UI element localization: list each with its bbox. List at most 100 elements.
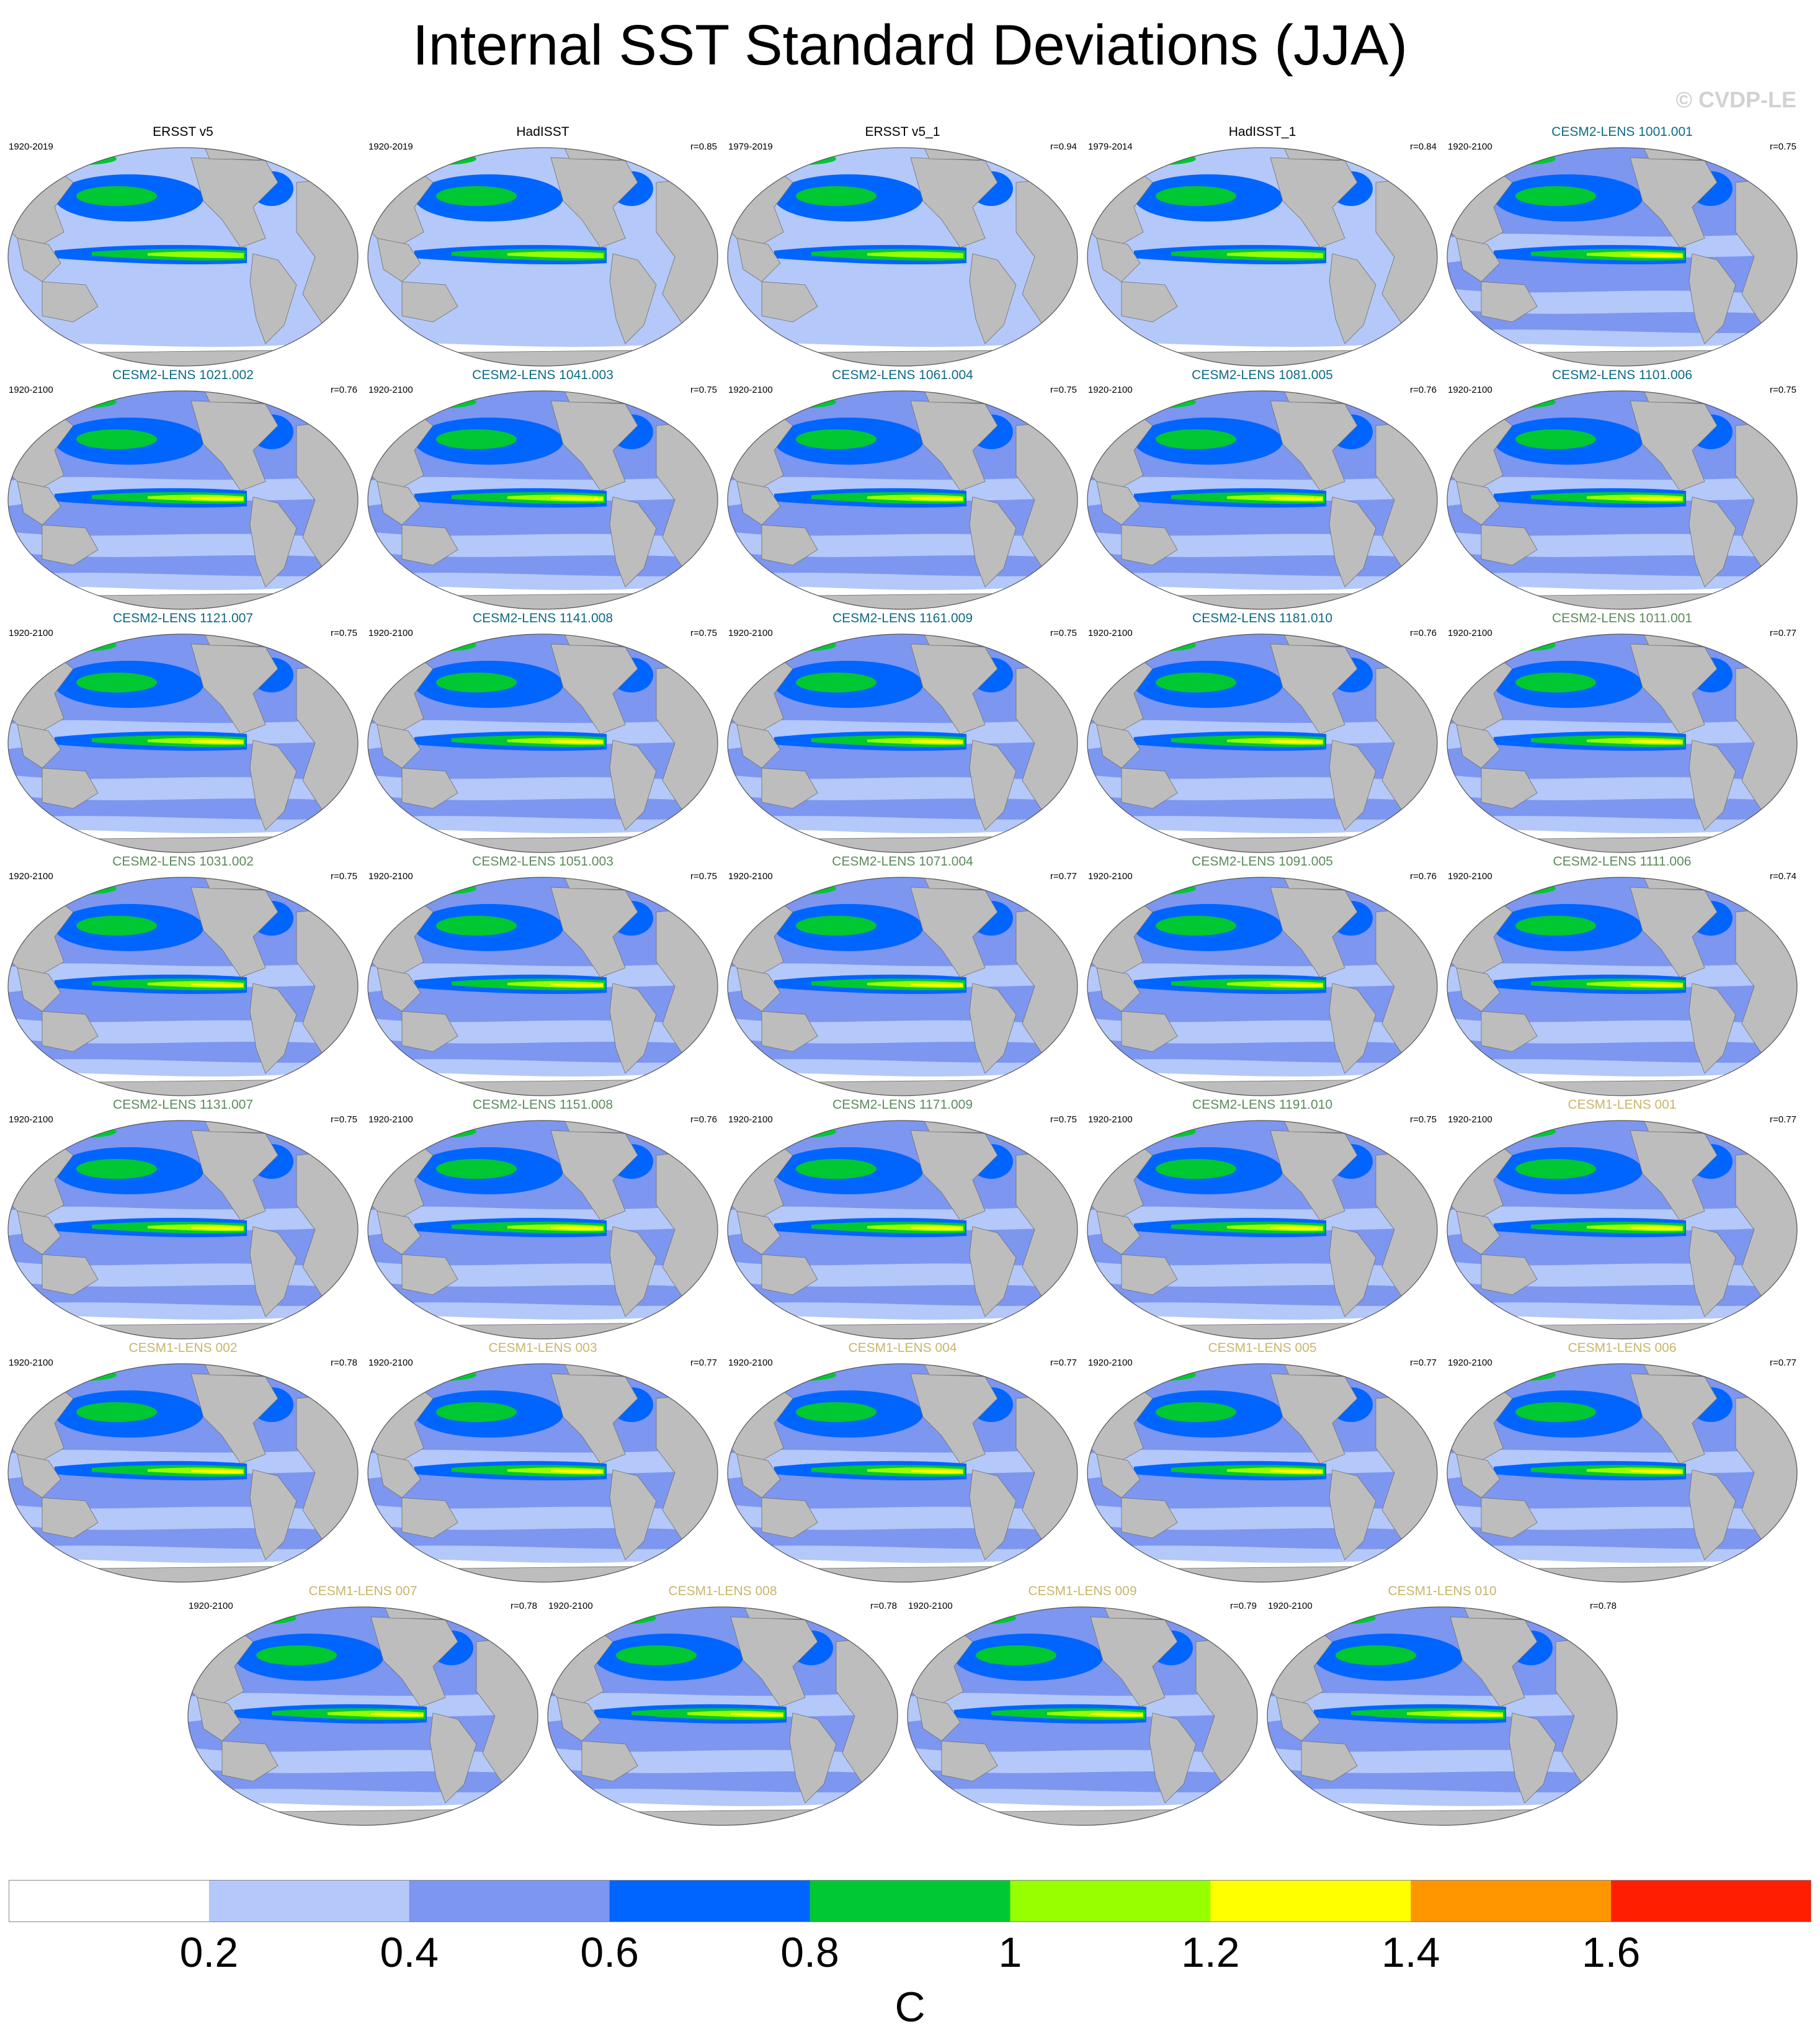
panel-title: CESM2-LENS 1171.009 [832,1098,973,1112]
panel-pattern-correlation: r=0.76 [331,385,357,395]
panel-title: CESM1-LENS 004 [848,1341,957,1355]
map-panel: CESM2-LENS 1151.008 1920-2100 r=0.76 [365,1097,721,1344]
panel-title: CESM1-LENS 005 [1208,1341,1317,1355]
colorbar-swatch [409,1880,610,1922]
map-panel: HadISST 1920-2019 r=0.85 [365,124,721,371]
map-panel: CESM1-LENS 005 1920-2100 r=0.77 [1084,1340,1440,1587]
map-panel: CESM1-LENS 006 1920-2100 r=0.77 [1444,1340,1800,1587]
panel-pattern-correlation: r=0.76 [690,1114,717,1125]
colorbar-units: C [894,1984,926,2031]
world-map [1267,1606,1618,1826]
world-map [1087,633,1438,853]
panel-years: 1979-2014 [1088,141,1133,152]
map-panel: CESM2-LENS 1091.005 1920-2100 r=0.76 [1084,854,1440,1101]
world-map [1447,633,1798,853]
panel-pattern-correlation: r=0.77 [1050,871,1077,882]
panel-title: CESM1-LENS 008 [668,1584,777,1598]
panel-title: CESM2-LENS 1081.005 [1192,368,1333,382]
map-panel: CESM2-LENS 1061.004 1920-2100 r=0.75 [725,367,1081,614]
map-panel: CESM1-LENS 001 1920-2100 r=0.77 [1444,1097,1800,1344]
panel-years: 1920-2100 [1448,385,1492,395]
colorbar-tick-label: 1.4 [1381,1929,1440,1976]
map-panel: CESM2-LENS 1081.005 1920-2100 r=0.76 [1084,367,1440,614]
panel-title: CESM2-LENS 1031.002 [112,854,254,869]
panel-pattern-correlation: r=0.76 [1410,871,1437,882]
world-map [1087,877,1438,1096]
world-map [727,147,1078,367]
world-map [7,1363,359,1583]
panel-years: 1920-2100 [9,1114,53,1125]
world-map [187,1606,538,1826]
world-map [7,633,359,853]
panel-years: 1920-2100 [1088,628,1133,638]
colorbar-swatch [1010,1880,1211,1922]
credit-watermark: © CVDP-LE [1675,87,1796,112]
panel-title: CESM1-LENS 006 [1568,1341,1677,1355]
panel-pattern-correlation: r=0.79 [1230,1601,1257,1611]
world-map [1447,1363,1798,1583]
panel-years: 1979-2019 [728,141,773,152]
panel-years: 1920-2100 [1448,628,1492,638]
panel-title: CESM2-LENS 1121.007 [112,611,254,625]
world-map [7,1120,359,1340]
panel-years: 1920-2019 [9,141,53,152]
panel-years: 1920-2100 [9,385,53,395]
panel-years: 1920-2100 [728,1358,773,1368]
colorbar-swatch [810,1880,1010,1922]
panel-pattern-correlation: r=0.78 [331,1358,357,1368]
panel-pattern-correlation: r=0.76 [1410,385,1437,395]
world-map [367,390,718,610]
colorbar-swatch [1411,1880,1612,1922]
map-panel: CESM2-LENS 1131.007 1920-2100 r=0.75 [5,1097,361,1344]
map-panel: CESM1-LENS 008 1920-2100 r=0.78 [545,1583,901,1830]
colorbar-tick-label: 1 [998,1929,1022,1976]
panel-title: CESM1-LENS 010 [1388,1584,1497,1598]
world-map [727,1120,1078,1340]
map-panel: CESM1-LENS 009 1920-2100 r=0.79 [904,1583,1260,1830]
map-panel: CESM2-LENS 1111.006 1920-2100 r=0.74 [1444,854,1800,1101]
panel-years: 1920-2100 [1448,1114,1492,1125]
panel-title: CESM2-LENS 1161.009 [832,611,973,625]
world-map [1087,1363,1438,1583]
panel-years: 1920-2100 [728,1114,773,1125]
panel-pattern-correlation: r=0.75 [331,628,357,638]
panel-years: 1920-2100 [368,871,413,882]
colorbar-swatch [609,1880,811,1922]
colorbar-tick-label: 1.6 [1581,1929,1641,1976]
map-panel: CESM1-LENS 004 1920-2100 r=0.77 [725,1340,1081,1587]
panel-title: CESM1-LENS 001 [1568,1098,1677,1112]
panel-years: 1920-2100 [908,1601,953,1611]
world-map [1447,390,1798,610]
panel-pattern-correlation: r=0.77 [1050,1358,1077,1368]
world-map [367,877,718,1096]
figure-title: Internal SST Standard Deviations (JJA) [413,14,1407,77]
colorbar-tick-label: 1.2 [1181,1929,1240,1976]
panel-years: 1920-2100 [1088,1114,1133,1125]
panel-years: 1920-2100 [1088,871,1133,882]
colorbar-swatch [1611,1880,1811,1922]
world-map [1087,1120,1438,1340]
panel-title: CESM2-LENS 1111.006 [1553,854,1692,869]
panel-years: 1920-2100 [368,628,413,638]
world-map [367,633,718,853]
world-map [367,1363,718,1583]
map-panel: CESM2-LENS 1141.008 1920-2100 r=0.75 [365,611,721,857]
map-panel: CESM2-LENS 1121.007 1920-2100 r=0.75 [5,611,361,857]
map-panel: CESM2-LENS 1171.009 1920-2100 r=0.75 [725,1097,1081,1344]
panel-pattern-correlation: r=0.75 [331,871,357,882]
panel-pattern-correlation: r=0.94 [1050,141,1077,152]
world-map [727,633,1078,853]
panel-years: 1920-2100 [368,1114,413,1125]
panel-years: 1920-2100 [728,385,773,395]
world-map [1447,877,1798,1096]
map-panel: CESM2-LENS 1031.002 1920-2100 r=0.75 [5,854,361,1101]
panel-years: 1920-2100 [9,1358,53,1368]
panel-years: 1920-2019 [368,141,413,152]
panel-title: CESM2-LENS 1011.001 [1551,611,1693,625]
panel-title: HadISST_1 [1228,125,1296,139]
colorbar-tick-label: 0.4 [380,1929,439,1976]
map-panel: CESM1-LENS 007 1920-2100 r=0.78 [185,1583,541,1830]
panel-title: CESM2-LENS 1051.003 [472,854,613,869]
panel-years: 1920-2100 [189,1601,233,1611]
panel-pattern-correlation: r=0.75 [1410,1114,1437,1125]
